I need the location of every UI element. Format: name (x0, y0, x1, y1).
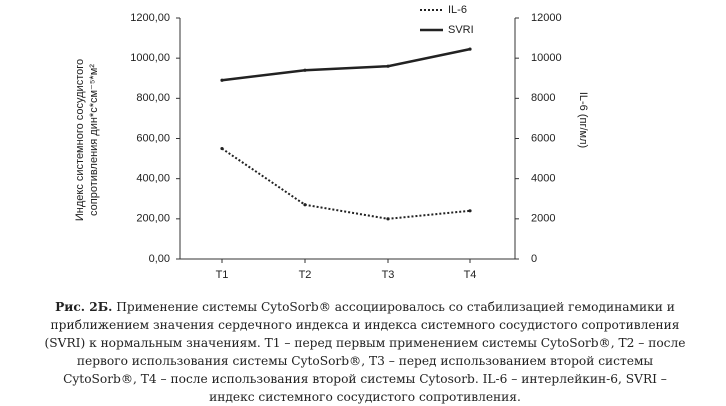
y-axis-label: Индекс системного сосудистого (74, 59, 86, 221)
y-tick-label: 0,00 (149, 253, 170, 265)
legend-label: IL-6 (448, 4, 467, 16)
y-tick-label: 600,00 (136, 132, 170, 144)
y2-tick-label: 12000 (531, 12, 562, 24)
point (220, 78, 224, 82)
x-tick-label: T2 (299, 269, 312, 281)
y-tick-label: 1000,00 (130, 52, 170, 64)
y2-tick-label: 2000 (531, 213, 555, 225)
y-tick-label: 1200,00 (130, 12, 170, 24)
caption: Рис. 2Б. Применение системы CytoSorb® ас… (40, 298, 690, 406)
point (386, 217, 390, 221)
caption-text: Применение системы CytoSorb® ассоциирова… (44, 300, 686, 404)
point (303, 203, 307, 207)
y2-tick-label: 0 (531, 253, 537, 265)
point (386, 64, 390, 68)
x-tick-label: T3 (382, 269, 395, 281)
y2-tick-label: 10000 (531, 52, 562, 64)
y2-tick-label: 8000 (531, 92, 555, 104)
y-tick-label: 800,00 (136, 92, 170, 104)
y2-axis-label: IL-6 (пг/мл) (577, 92, 589, 148)
legend-label: SVRI (448, 24, 474, 36)
chart: 0,00 200,00 400,00 600,00 800,00 1000,00 1200,… (74, 4, 589, 281)
y-tick-label: 200,00 (136, 213, 170, 225)
point (220, 146, 224, 151)
y-axis-label: сопротивления дин*с*см⁻⁵*м² (88, 64, 100, 216)
x-tick-label: T4 (464, 269, 477, 281)
caption-label: Рис. 2Б. (55, 300, 113, 314)
y2-tick-label: 6000 (531, 132, 555, 144)
series-line (221, 147, 471, 220)
series-line (221, 47, 471, 82)
x-tick-label: T1 (216, 269, 229, 281)
point (468, 209, 472, 213)
point (468, 47, 472, 51)
y-tick-label: 400,00 (136, 173, 170, 185)
point (303, 68, 307, 72)
y2-tick-label: 4000 (531, 173, 555, 185)
